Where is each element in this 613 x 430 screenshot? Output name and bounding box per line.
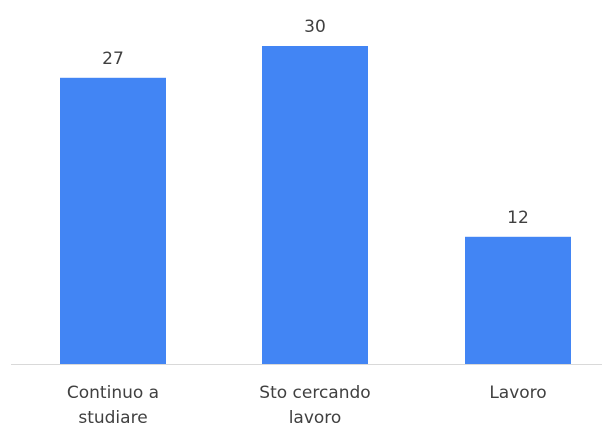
- category-label-1-line-0: Sto cercando: [259, 383, 370, 403]
- bar-1: [262, 46, 368, 364]
- bars-group: [60, 46, 571, 365]
- data-label-0: 27: [102, 49, 124, 69]
- category-label-1-line-1: lavoro: [289, 408, 342, 428]
- category-labels-group: Continuo a studiare Sto cercando lavoro Lavo…: [67, 383, 547, 428]
- data-label-1: 30: [304, 17, 326, 37]
- data-label-2: 12: [507, 208, 529, 228]
- bar-0: [60, 77, 166, 365]
- value-labels-group: 27 30 12: [102, 17, 529, 228]
- bar-2: [465, 236, 571, 364]
- category-label-2-line-0: Lavoro: [489, 383, 546, 403]
- category-label-0-line-0: Continuo a: [67, 383, 159, 403]
- category-label-0-line-1: studiare: [78, 408, 147, 428]
